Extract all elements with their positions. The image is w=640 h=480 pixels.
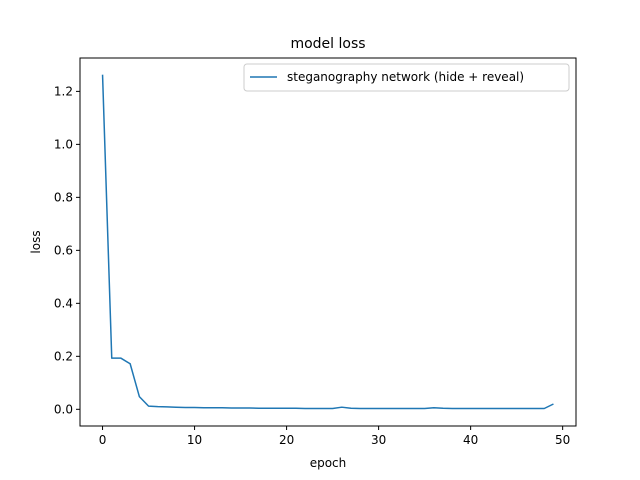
y-tick-label: 1.0 xyxy=(54,137,73,151)
x-tick-label: 20 xyxy=(279,433,294,447)
series-group xyxy=(101,74,554,410)
chart-title: model loss xyxy=(290,36,365,52)
y-tick-label: 0.8 xyxy=(54,190,73,204)
y-tick-label: 0.2 xyxy=(54,349,73,363)
legend: steganography network (hide + reveal) xyxy=(243,63,570,92)
x-tick-label: 0 xyxy=(99,433,107,447)
plot-frame xyxy=(79,57,577,427)
y-axis-label: loss xyxy=(29,230,43,253)
x-tick-label: 30 xyxy=(371,433,386,447)
x-tick-label: 50 xyxy=(555,433,570,447)
y-tick-label: 1.2 xyxy=(54,84,73,98)
legend-entry-label: steganography network (hide + reveal) xyxy=(287,70,524,84)
x-tick-label: 10 xyxy=(187,433,202,447)
y-tick-label: 0.4 xyxy=(54,296,73,310)
y-axis-ticks: 0.0 0.2 0.4 0.6 0.8 1.0 1.2 xyxy=(54,84,80,416)
y-tick-label: 0.6 xyxy=(54,243,73,257)
x-axis-label: epoch xyxy=(310,456,347,470)
series-line xyxy=(101,74,554,410)
x-axis-ticks: 0 10 20 30 40 50 xyxy=(99,426,570,447)
y-tick-label: 0.0 xyxy=(54,402,73,416)
x-tick-label: 40 xyxy=(463,433,478,447)
legend-box xyxy=(243,63,570,92)
